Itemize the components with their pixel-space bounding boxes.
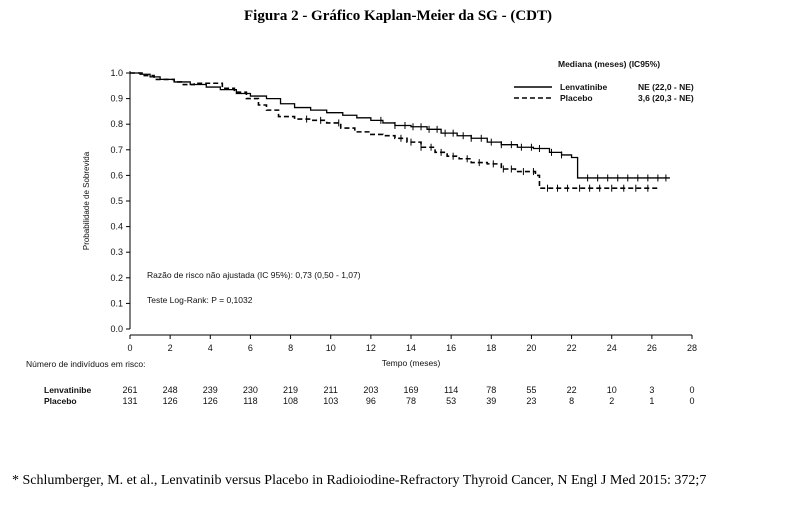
legend-median-placebo: 3,6 (20,3 - NE) <box>638 93 694 103</box>
x-axis-label: Tempo (meses) <box>382 358 441 368</box>
y-tick-label: 0.4 <box>110 222 123 232</box>
y-tick-label: 0.6 <box>110 170 123 180</box>
risk-count: 0 <box>689 396 694 406</box>
x-tick-label: 6 <box>248 343 253 353</box>
legend-label-placebo: Placebo <box>560 93 593 103</box>
risk-count: 55 <box>526 385 536 395</box>
y-tick-label: 1.0 <box>110 68 123 78</box>
x-tick-label: 24 <box>607 343 617 353</box>
risk-count: 169 <box>403 385 418 395</box>
risk-count: 8 <box>569 396 574 406</box>
y-tick-label: 0.8 <box>110 119 123 129</box>
figure-title: Figura 2 - Gráfico Kaplan-Meier da SG - … <box>243 8 553 24</box>
y-tick-label: 0.2 <box>110 273 123 283</box>
risk-count: 261 <box>122 385 137 395</box>
risk-count: 126 <box>203 396 218 406</box>
risk-count: 96 <box>366 396 376 406</box>
risk-count: 230 <box>243 385 258 395</box>
curve-lenvatinibe <box>130 72 670 179</box>
risk-count: 39 <box>486 396 496 406</box>
footnote: * Schlumberger, M. et al., Lenvatinib ve… <box>12 473 707 488</box>
x-tick-label: 28 <box>687 343 697 353</box>
x-tick-label: 10 <box>326 343 336 353</box>
legend-median-lenvatinibe: NE (22,0 - NE) <box>638 82 694 92</box>
x-tick-label: 14 <box>406 343 416 353</box>
risk-count: 78 <box>406 396 416 406</box>
x-tick-label: 2 <box>168 343 173 353</box>
y-tick-label: 0.5 <box>110 196 123 206</box>
x-tick-label: 20 <box>526 343 536 353</box>
x-tick-label: 0 <box>127 343 132 353</box>
x-tick-label: 12 <box>366 343 376 353</box>
x-tick-label: 4 <box>208 343 213 353</box>
risk-count: 203 <box>363 385 378 395</box>
legend-label-lenvatinibe: Lenvatinibe <box>560 82 608 92</box>
risk-count: 219 <box>283 385 298 395</box>
log-rank-annotation: Teste Log-Rank: P = 0,1032 <box>147 295 253 305</box>
chart-legend: Mediana (meses) (IC95%) Lenvatinibe NE (22… <box>514 59 694 103</box>
risk-table: Número de indivíduos em risco: Lenvatinib… <box>26 359 695 406</box>
risk-count: 126 <box>163 396 178 406</box>
curve-placebo <box>130 72 658 189</box>
risk-count: 108 <box>283 396 298 406</box>
x-tick-label: 8 <box>288 343 293 353</box>
x-tick-label: 26 <box>647 343 657 353</box>
risk-count: 3 <box>649 385 654 395</box>
risk-count: 2 <box>609 396 614 406</box>
risk-count: 1 <box>649 396 654 406</box>
risk-count: 248 <box>163 385 178 395</box>
risk-count: 118 <box>243 396 257 406</box>
risk-count: 0 <box>689 385 694 395</box>
risk-count: 78 <box>486 385 496 395</box>
x-tick-label: 18 <box>486 343 496 353</box>
y-tick-label: 0.3 <box>110 247 123 257</box>
y-tick-label: 0.7 <box>110 145 123 155</box>
risk-count: 10 <box>607 385 617 395</box>
risk-count: 23 <box>526 396 536 406</box>
risk-count: 22 <box>567 385 577 395</box>
hazard-ratio-annotation: Razão de risco não ajustada (IC 95%): 0,… <box>147 270 361 280</box>
risk-count: 114 <box>444 385 458 395</box>
risk-table-title: Número de indivíduos em risco: <box>26 359 146 369</box>
risk-count: 211 <box>324 385 338 395</box>
risk-row-label-lenvatinibe: Lenvatinibe <box>44 385 92 395</box>
legend-title: Mediana (meses) (IC95%) <box>558 59 660 69</box>
risk-count: 131 <box>122 396 137 406</box>
risk-count: 103 <box>323 396 338 406</box>
chart-annotations: Razão de risco não ajustada (IC 95%): 0,… <box>147 270 361 305</box>
x-tick-label: 22 <box>567 343 577 353</box>
risk-count: 239 <box>203 385 218 395</box>
y-tick-label: 0.9 <box>110 94 123 104</box>
risk-count: 53 <box>446 396 456 406</box>
risk-row-label-placebo: Placebo <box>44 396 77 406</box>
y-axis-label: Probabilidade de Sobrevida <box>82 151 91 250</box>
chart-axes: 0.00.10.20.30.40.50.60.70.80.91.00 2 4 6 8 10… <box>82 68 697 368</box>
y-tick-label: 0.0 <box>110 324 123 334</box>
survival-curves <box>130 72 670 192</box>
x-tick-label: 16 <box>446 343 456 353</box>
y-tick-label: 0.1 <box>110 298 123 308</box>
